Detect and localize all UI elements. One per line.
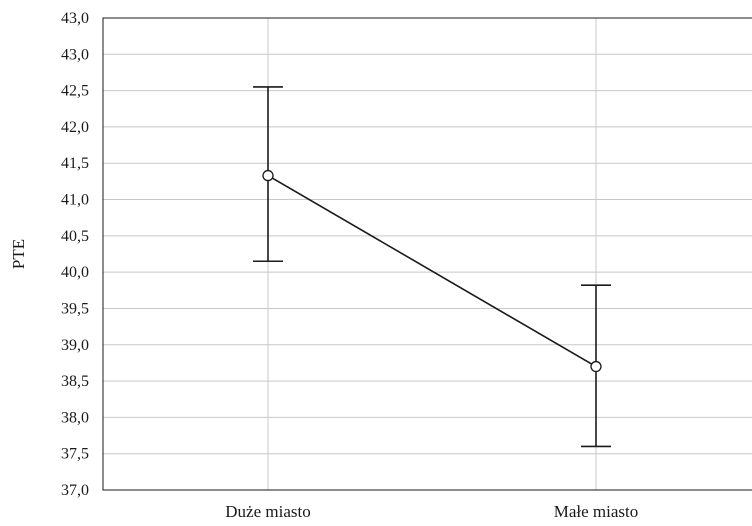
series-line — [267, 174, 597, 368]
y-tick-label: 37,5 — [61, 446, 89, 463]
y-axis-ticks: 37,0 37,5 38,0 38,5 39,0 39,5 40,0 40,5 41,0 41,5… — [61, 10, 89, 499]
y-tick-label: 40,0 — [61, 264, 89, 281]
x-category-label: Małe miasto — [554, 502, 639, 521]
y-axis-title: PTE — [9, 239, 28, 269]
y-tick-label: 42,0 — [61, 119, 89, 136]
y-tick-label: 43,0 — [61, 46, 89, 63]
x-axis-labels: Duże miasto Małe miasto — [225, 502, 638, 521]
y-tick-label: 40,5 — [61, 228, 89, 245]
y-tick-label: 42,5 — [61, 83, 89, 100]
plot-area-frame — [102, 17, 752, 491]
y-tick-label: 43,0 — [61, 10, 89, 27]
y-tick-label: 38,0 — [61, 409, 89, 426]
y-tick-label: 38,5 — [61, 373, 89, 390]
x-category-label: Duże miasto — [225, 502, 310, 521]
y-tick-label: 37,0 — [61, 482, 89, 499]
y-tick-label: 39,0 — [61, 337, 89, 354]
series-group — [253, 86, 611, 448]
y-tick-label: 39,5 — [61, 300, 89, 317]
y-tick-label: 41,0 — [61, 192, 89, 209]
data-point-marker — [590, 360, 602, 373]
y-tick-label: 41,5 — [61, 155, 89, 172]
data-point-marker — [262, 169, 274, 182]
grid-lines — [103, 18, 752, 490]
